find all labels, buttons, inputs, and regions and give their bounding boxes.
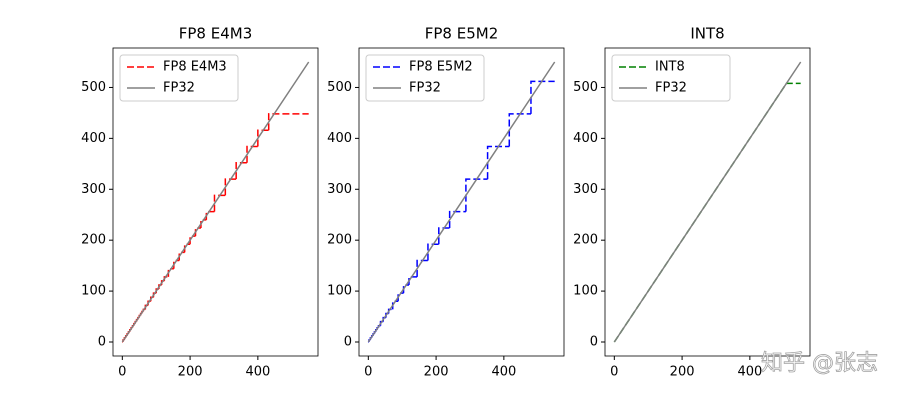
series-line [613, 61, 802, 343]
step-segment [530, 80, 555, 114]
subplot-title: INT8 [690, 25, 724, 43]
subplot: FP8 E4M3 0 200 400 0 100 200 300 400 500 FP8 E4M3 F… [81, 25, 319, 380]
subplot: FP8 E5M2 0 200 400 0 100 200 300 400 500 FP8 E5M2 F… [327, 25, 565, 380]
step-segment [486, 145, 510, 180]
y-tick-label: 400 [81, 131, 106, 146]
x-tick-label: 0 [364, 365, 372, 380]
step-segment [189, 235, 196, 245]
step-segment [213, 194, 226, 212]
legend-label: FP32 [655, 81, 687, 96]
y-tick-label: 500 [81, 80, 106, 95]
plot-area [367, 61, 556, 343]
step-segment [257, 129, 269, 147]
series-line [367, 61, 556, 343]
subplot: INT8 0 200 400 0 100 200 300 400 500 INT8 FP32 [573, 25, 811, 380]
axes-frame [604, 47, 811, 357]
legend-label: FP8 E5M2 [409, 60, 473, 75]
legend-label: FP32 [409, 81, 441, 96]
axes-frame [112, 47, 319, 357]
step-segment [200, 219, 207, 228]
x-tick-label: 200 [424, 365, 449, 380]
legend-label: FP32 [163, 81, 195, 96]
subplot-title: FP8 E4M3 [179, 25, 253, 43]
y-tick-label: 300 [81, 182, 106, 197]
step-segment [427, 243, 439, 261]
step-segment [402, 284, 409, 294]
x-tick-label: 400 [737, 365, 762, 380]
x-tick-label: 200 [670, 365, 695, 380]
step-segment [173, 259, 180, 269]
plot-area [121, 61, 310, 343]
y-tick-label: 400 [327, 131, 352, 146]
step-segment [183, 243, 191, 253]
step-segment [224, 178, 237, 196]
plot-area [613, 61, 802, 343]
y-tick-label: 300 [327, 182, 352, 197]
y-tick-label: 0 [344, 335, 352, 350]
step-segment [235, 162, 248, 180]
y-tick-label: 200 [81, 233, 106, 248]
y-tick-label: 0 [590, 335, 598, 350]
y-tick-label: 100 [573, 284, 598, 299]
legend-label: INT8 [655, 60, 685, 75]
step-segment [465, 178, 488, 212]
legend-label: FP8 E4M3 [163, 60, 227, 75]
y-tick-label: 200 [573, 233, 598, 248]
step-segment [448, 210, 466, 228]
x-tick-label: 400 [491, 365, 516, 380]
step-segment [267, 113, 309, 131]
step-segment [416, 259, 428, 277]
x-tick-label: 400 [245, 365, 270, 380]
step-segment [508, 113, 531, 147]
y-tick-label: 200 [327, 233, 352, 248]
step-segment [438, 227, 450, 245]
subplot-title: FP8 E5M2 [425, 25, 499, 43]
y-tick-label: 100 [81, 284, 106, 299]
axes-frame [358, 47, 565, 357]
step-segment [194, 227, 201, 237]
y-tick-label: 400 [573, 131, 598, 146]
step-segment [408, 276, 418, 285]
y-tick-label: 500 [573, 80, 598, 95]
y-tick-label: 300 [573, 182, 598, 197]
step-segment [397, 292, 404, 302]
step-segment [167, 267, 174, 277]
x-tick-label: 0 [610, 365, 618, 380]
y-tick-label: 0 [98, 335, 106, 350]
y-tick-label: 100 [327, 284, 352, 299]
x-tick-label: 200 [178, 365, 203, 380]
step-segment [246, 145, 258, 163]
watermark: 知乎 @张志 [761, 351, 878, 376]
step-segment [391, 300, 399, 310]
series-line [121, 61, 310, 343]
y-tick-label: 500 [327, 80, 352, 95]
x-tick-label: 0 [118, 365, 126, 380]
step-segment [178, 251, 185, 261]
step-segment [205, 210, 215, 220]
